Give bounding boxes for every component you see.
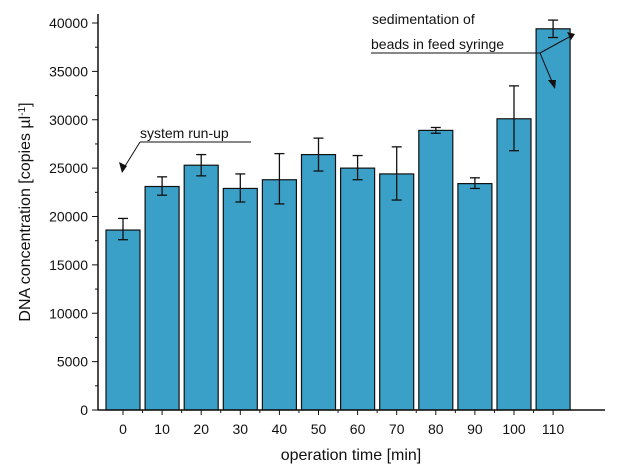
x-axis-title: operation time [min]	[281, 447, 422, 464]
annotation-sedimentation-line2: beads in feed syringe	[371, 36, 504, 52]
bar-110	[535, 28, 571, 411]
y-tick-label-0: 0	[80, 402, 88, 418]
x-ticks-layer: 0 10 20 30 40 50 60 70 80 90 100 110	[119, 410, 564, 437]
annotation-sedimentation-arrowhead-1	[548, 80, 556, 89]
x-tick-label-80: 80	[428, 421, 444, 437]
x-tick-label-50: 50	[311, 421, 327, 437]
y-axis-title-main: DNA concentration [copies µl	[17, 116, 34, 322]
x-tick-label-0: 0	[119, 421, 127, 437]
annotation-system-run-up-text: system run-up	[140, 125, 229, 141]
y-tick-label-5000: 5000	[57, 354, 88, 370]
annotation-system-run-up: system run-up	[119, 125, 251, 173]
bar-70	[379, 173, 415, 411]
bar-30	[222, 187, 258, 411]
y-ticks-layer: 0 5000 10000 15000 20000 25000 30000 35000 40000	[49, 15, 98, 418]
bar-80	[418, 129, 454, 411]
error-bars-layer	[118, 19, 559, 241]
y-axis-title: DNA concentration [copies µl-1]	[17, 102, 35, 321]
bar-50	[300, 153, 337, 411]
x-tick-label-70: 70	[389, 421, 405, 437]
bar-60	[340, 167, 376, 411]
x-tick-label-100: 100	[502, 421, 526, 437]
y-tick-label-20000: 20000	[49, 209, 88, 225]
annotation-sedimentation: sedimentation of beads in feed syringe	[371, 11, 575, 89]
bar-20	[183, 164, 219, 411]
annotation-sedimentation-arrow-1	[539, 52, 554, 85]
x-tick-label-90: 90	[467, 421, 483, 437]
x-tick-label-10: 10	[154, 421, 170, 437]
x-tick-label-40: 40	[272, 421, 288, 437]
y-axis-title-superscript: -1	[17, 106, 28, 115]
y-tick-label-10000: 10000	[49, 305, 88, 321]
axes-layer	[97, 14, 605, 411]
y-tick-label-15000: 15000	[49, 257, 88, 273]
bar-90	[457, 183, 493, 411]
bar-40	[261, 179, 297, 411]
y-tick-label-25000: 25000	[49, 160, 88, 176]
x-tick-label-30: 30	[233, 421, 249, 437]
bar-100	[496, 118, 532, 411]
annotation-sedimentation-arrowhead-2	[567, 32, 575, 40]
y-tick-label-35000: 35000	[49, 63, 88, 79]
annotation-sedimentation-line1: sedimentation of	[372, 11, 475, 27]
bars-layer	[105, 28, 571, 411]
y-tick-label-40000: 40000	[49, 15, 88, 31]
x-tick-label-110: 110	[542, 421, 565, 437]
annotation-sedimentation-arrow-2	[539, 35, 572, 54]
x-tick-label-20: 20	[193, 421, 209, 437]
y-tick-label-30000: 30000	[49, 112, 88, 128]
y-axis-title-end: ]	[17, 102, 34, 106]
bar-0	[105, 229, 141, 411]
annotation-system-run-up-arrowhead	[119, 162, 127, 173]
bar-10	[144, 185, 180, 411]
x-tick-label-60: 60	[350, 421, 366, 437]
